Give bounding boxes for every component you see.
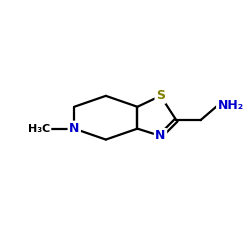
Text: NH₂: NH₂ bbox=[218, 99, 244, 112]
Text: N: N bbox=[155, 130, 166, 142]
Text: H₃C: H₃C bbox=[28, 124, 50, 134]
Text: S: S bbox=[156, 89, 165, 102]
Text: N: N bbox=[69, 122, 80, 135]
